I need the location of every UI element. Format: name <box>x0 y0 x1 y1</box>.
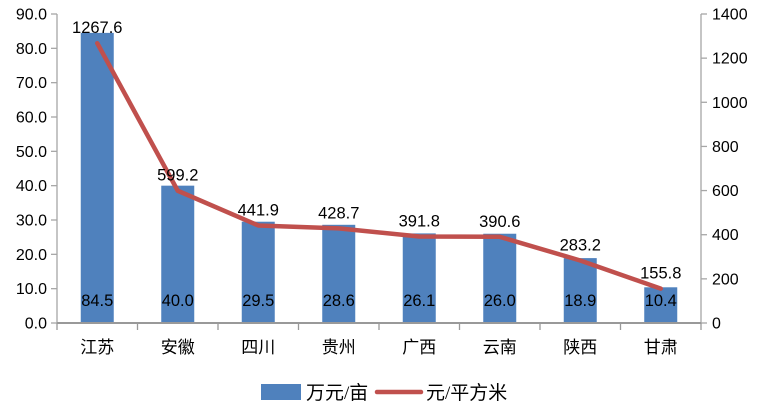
bar-value-label: 40.0 <box>162 292 194 310</box>
right-axis-tick-label: 600 <box>712 183 739 200</box>
left-axis-tick-label: 20.0 <box>16 247 47 264</box>
right-axis-tick-label: 800 <box>712 139 739 156</box>
left-axis-tick-label: 90.0 <box>16 7 47 24</box>
line-value-label: 155.8 <box>640 265 681 283</box>
line-value-label: 1267.6 <box>72 19 122 37</box>
legend-bar-swatch <box>261 384 301 400</box>
bar-value-label: 29.5 <box>242 292 274 310</box>
line-value-label: 391.8 <box>399 213 440 231</box>
bar-云南 <box>483 233 517 323</box>
bar-贵州 <box>322 224 356 323</box>
left-axis-tick-label: 50.0 <box>16 144 47 161</box>
right-axis-tick-label: 1000 <box>712 95 748 112</box>
x-axis-label-云南: 云南 <box>483 338 517 357</box>
line-value-label: 283.2 <box>560 236 601 254</box>
x-axis-label-四川: 四川 <box>241 338 275 357</box>
line-value-label: 390.6 <box>479 213 520 231</box>
bar-甘肃 <box>644 287 678 323</box>
legend-line-label: 元/平方米 <box>426 382 507 404</box>
bar-value-label: 10.4 <box>645 292 677 310</box>
bar-value-label: 28.6 <box>323 292 355 310</box>
line-value-label: 441.9 <box>238 201 279 219</box>
x-axis-label-安徽: 安徽 <box>161 338 195 357</box>
x-axis-label-广西: 广西 <box>402 338 436 357</box>
bar-陕西 <box>563 258 597 323</box>
line-series <box>95 40 663 291</box>
bar-四川 <box>241 221 275 323</box>
legend-bar-label: 万元/亩 <box>306 382 368 404</box>
left-axis-tick-label: 40.0 <box>16 178 47 195</box>
left-axis-tick-label: 30.0 <box>16 213 47 230</box>
bar-安徽 <box>161 185 195 323</box>
right-axis-tick-label: 400 <box>712 227 739 244</box>
bar-value-label: 84.5 <box>81 292 113 310</box>
x-axis-label-甘肃: 甘肃 <box>644 338 678 357</box>
right-axis-tick-label: 0 <box>712 316 721 333</box>
bar-value-label: 26.0 <box>484 292 516 310</box>
right-axis-tick-label: 200 <box>712 271 739 288</box>
left-axis-tick-label: 70.0 <box>16 75 47 92</box>
bar-广西 <box>402 233 436 323</box>
right-axis-tick-label: 1400 <box>712 7 748 24</box>
right-axis-tick-label: 1200 <box>712 51 748 68</box>
x-axis-label-贵州: 贵州 <box>322 338 356 357</box>
left-axis-tick-label: 10.0 <box>16 281 47 298</box>
line-value-label: 428.7 <box>318 204 359 222</box>
bar-江苏 <box>80 32 114 324</box>
x-axis-label-陕西: 陕西 <box>563 338 597 357</box>
left-axis-tick-label: 0.0 <box>25 316 47 333</box>
left-axis-tick-label: 60.0 <box>16 110 47 127</box>
x-axis-label-江苏: 江苏 <box>80 338 114 357</box>
bar-value-label: 26.1 <box>403 292 435 310</box>
line-value-label: 599.2 <box>157 167 198 185</box>
bar-value-label: 18.9 <box>564 292 596 310</box>
left-axis-tick-label: 80.0 <box>16 41 47 58</box>
